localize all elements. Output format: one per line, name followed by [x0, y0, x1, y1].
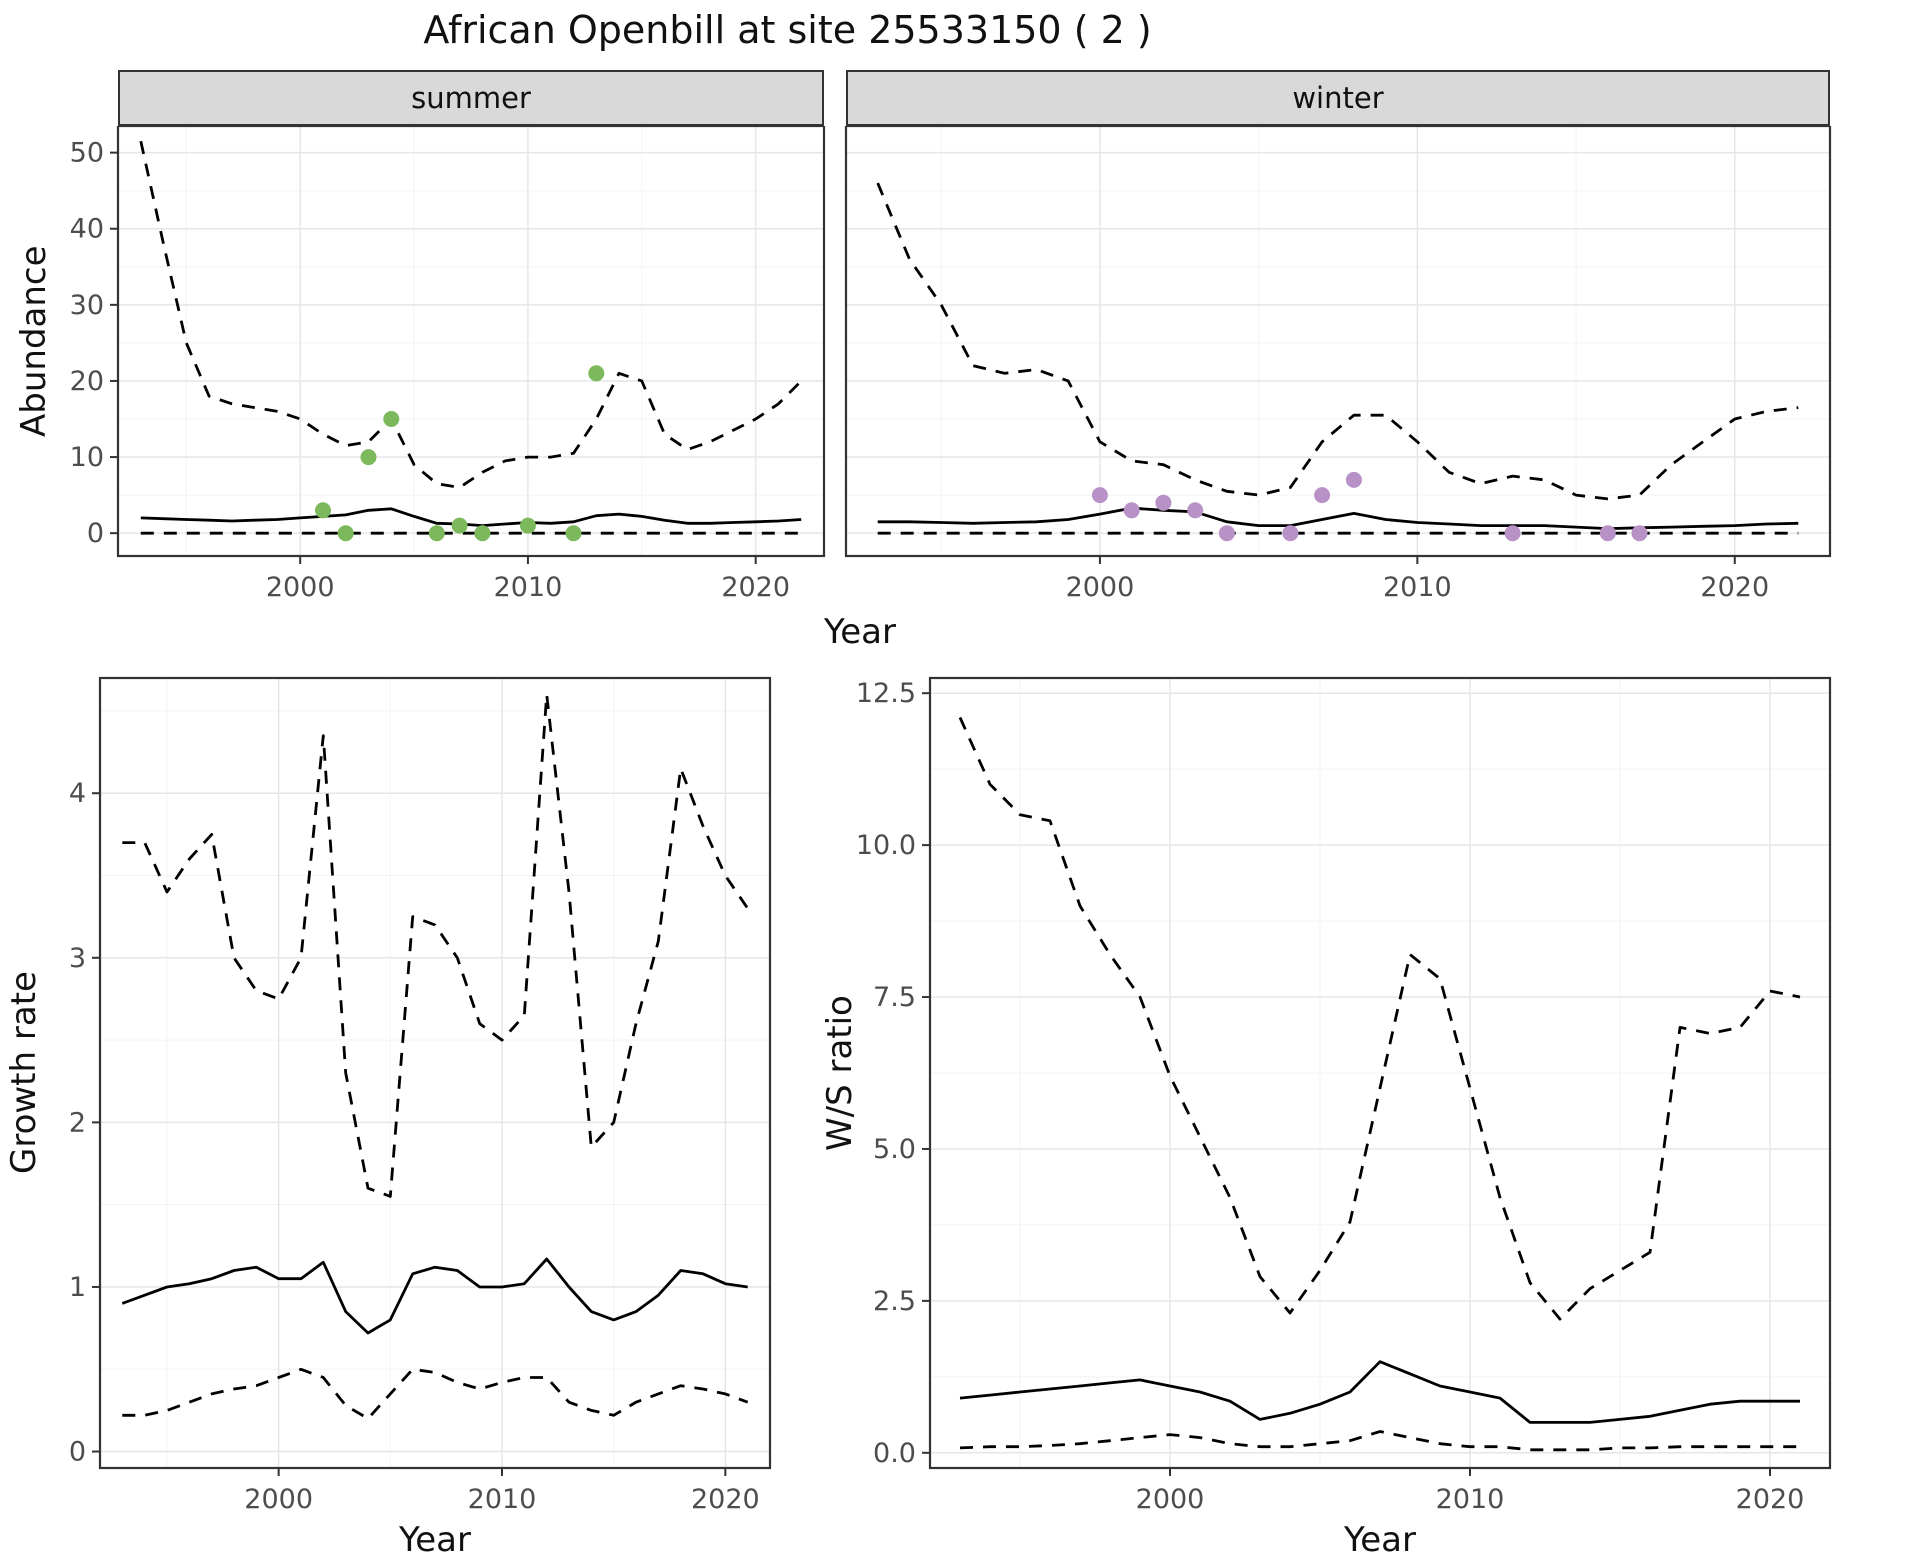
- ws-ratio-chart-wrap: 2000 2010 2020 0.0 2.5 5.0 7.5 10.0 12.5: [858, 668, 1840, 1518]
- ws-ratio-axis-title: W/S ratio: [820, 995, 860, 1151]
- observed-winter-counts-point: [1218, 525, 1235, 542]
- y-tick-label: 20: [70, 366, 104, 397]
- panel-border: [116, 126, 826, 558]
- x-tick-label: 2020: [721, 572, 790, 603]
- observed-summer-counts-point: [383, 411, 400, 427]
- x-tick-label: 2000: [1066, 572, 1135, 603]
- y-tick-label: 1: [69, 1272, 86, 1303]
- panel-border: [844, 126, 1832, 558]
- x-tick-label: 2020: [691, 1484, 760, 1515]
- series-median: [121, 1257, 748, 1335]
- observed-summer-counts-point: [565, 525, 582, 542]
- year-axis-title-growth: Year: [399, 1520, 471, 1560]
- series-upper-ci: [876, 182, 1799, 501]
- x-tick-label: 2010: [1436, 1484, 1505, 1515]
- y-tick-label: 7.5: [873, 982, 916, 1013]
- panel-border: [98, 676, 772, 1470]
- winter-abundance-chart: 2000 2010 2020: [844, 126, 1832, 603]
- ws-ratio-chart: 2000 2010 2020 0.0 2.5 5.0 7.5 10.0 12.5: [858, 676, 1832, 1515]
- observed-winter-counts-point: [1345, 471, 1362, 488]
- y-tick-label: 0.0: [873, 1438, 916, 1469]
- y-tick-label: 40: [70, 214, 104, 245]
- summer-abundance-chart: 2000 2010 2020 0 10 20 30 40 50: [70, 126, 826, 603]
- series-median: [140, 507, 802, 528]
- y-tick-label: 10.0: [858, 830, 916, 861]
- year-axis-title-top: Year: [824, 612, 896, 652]
- facet-strip-summer: summer: [118, 70, 824, 126]
- growth-rate-chart-wrap: 2000 2010 2020 0 1 2 3 4: [38, 668, 782, 1518]
- observed-summer-counts-point: [360, 449, 377, 466]
- observed-summer-counts-point: [428, 525, 445, 542]
- observed-summer-counts-point: [588, 365, 605, 382]
- observed-winter-counts-point: [1282, 525, 1299, 542]
- y-tick-label: 30: [70, 290, 104, 321]
- series-upper-ci: [958, 716, 1801, 1321]
- observed-winter-counts-point: [1631, 525, 1648, 542]
- x-tick-label: 2010: [1383, 572, 1452, 603]
- y-tick-label: 12.5: [858, 678, 916, 709]
- y-tick-label: 2.5: [873, 1286, 916, 1317]
- panel-background: [100, 678, 770, 1468]
- observed-winter-counts-point: [1504, 525, 1521, 542]
- figure-title: African Openbill at site 25533150 ( 2 ): [423, 8, 1152, 52]
- observed-winter-counts-point: [1123, 502, 1140, 519]
- y-tick-label: 10: [70, 442, 104, 473]
- y-tick-label: 4: [69, 778, 86, 809]
- observed-summer-counts-point: [451, 517, 468, 534]
- panel-background: [846, 126, 1830, 556]
- x-tick-label: 2020: [1736, 1484, 1805, 1515]
- observed-winter-counts-point: [1091, 487, 1108, 504]
- x-tick-label: 2020: [1700, 572, 1769, 603]
- y-tick-label: 50: [70, 138, 104, 169]
- observed-winter-counts-point: [1599, 525, 1616, 542]
- observed-summer-counts-point: [337, 525, 354, 542]
- year-axis-title-ws: Year: [1344, 1520, 1416, 1560]
- observed-winter-counts-point: [1187, 502, 1204, 519]
- x-tick-label: 2000: [266, 572, 335, 603]
- observed-summer-counts-point: [315, 502, 331, 519]
- x-tick-label: 2010: [468, 1484, 537, 1515]
- panel-border: [928, 676, 1832, 1470]
- observed-summer-counts-point: [519, 517, 536, 534]
- y-tick-label: 5.0: [873, 1134, 916, 1165]
- series-lower-ci: [959, 1430, 1800, 1452]
- observed-summer-counts-point: [474, 525, 491, 542]
- y-tick-label: 0: [87, 518, 104, 549]
- facet-winter: winter 2000 2010 2020: [836, 70, 1840, 606]
- facet-strip-winter: winter: [846, 70, 1830, 126]
- growth-rate-chart: 2000 2010 2020 0 1 2 3 4: [69, 676, 772, 1515]
- observed-winter-counts-point: [1314, 487, 1331, 504]
- x-tick-label: 2000: [244, 1484, 313, 1515]
- x-tick-label: 2010: [494, 572, 563, 603]
- series-median: [959, 1360, 1800, 1424]
- y-tick-label: 3: [69, 943, 86, 974]
- series-upper-ci: [139, 140, 803, 489]
- panel-background: [118, 126, 824, 556]
- x-tick-label: 2000: [1136, 1484, 1205, 1515]
- y-tick-label: 2: [69, 1107, 86, 1138]
- series-upper-ci: [122, 693, 749, 1198]
- observed-winter-counts-point: [1155, 494, 1172, 511]
- facet-summer: summer 2000 2010 2020 0 10 20 30 40 50: [40, 70, 832, 606]
- y-tick-label: 0: [69, 1437, 86, 1468]
